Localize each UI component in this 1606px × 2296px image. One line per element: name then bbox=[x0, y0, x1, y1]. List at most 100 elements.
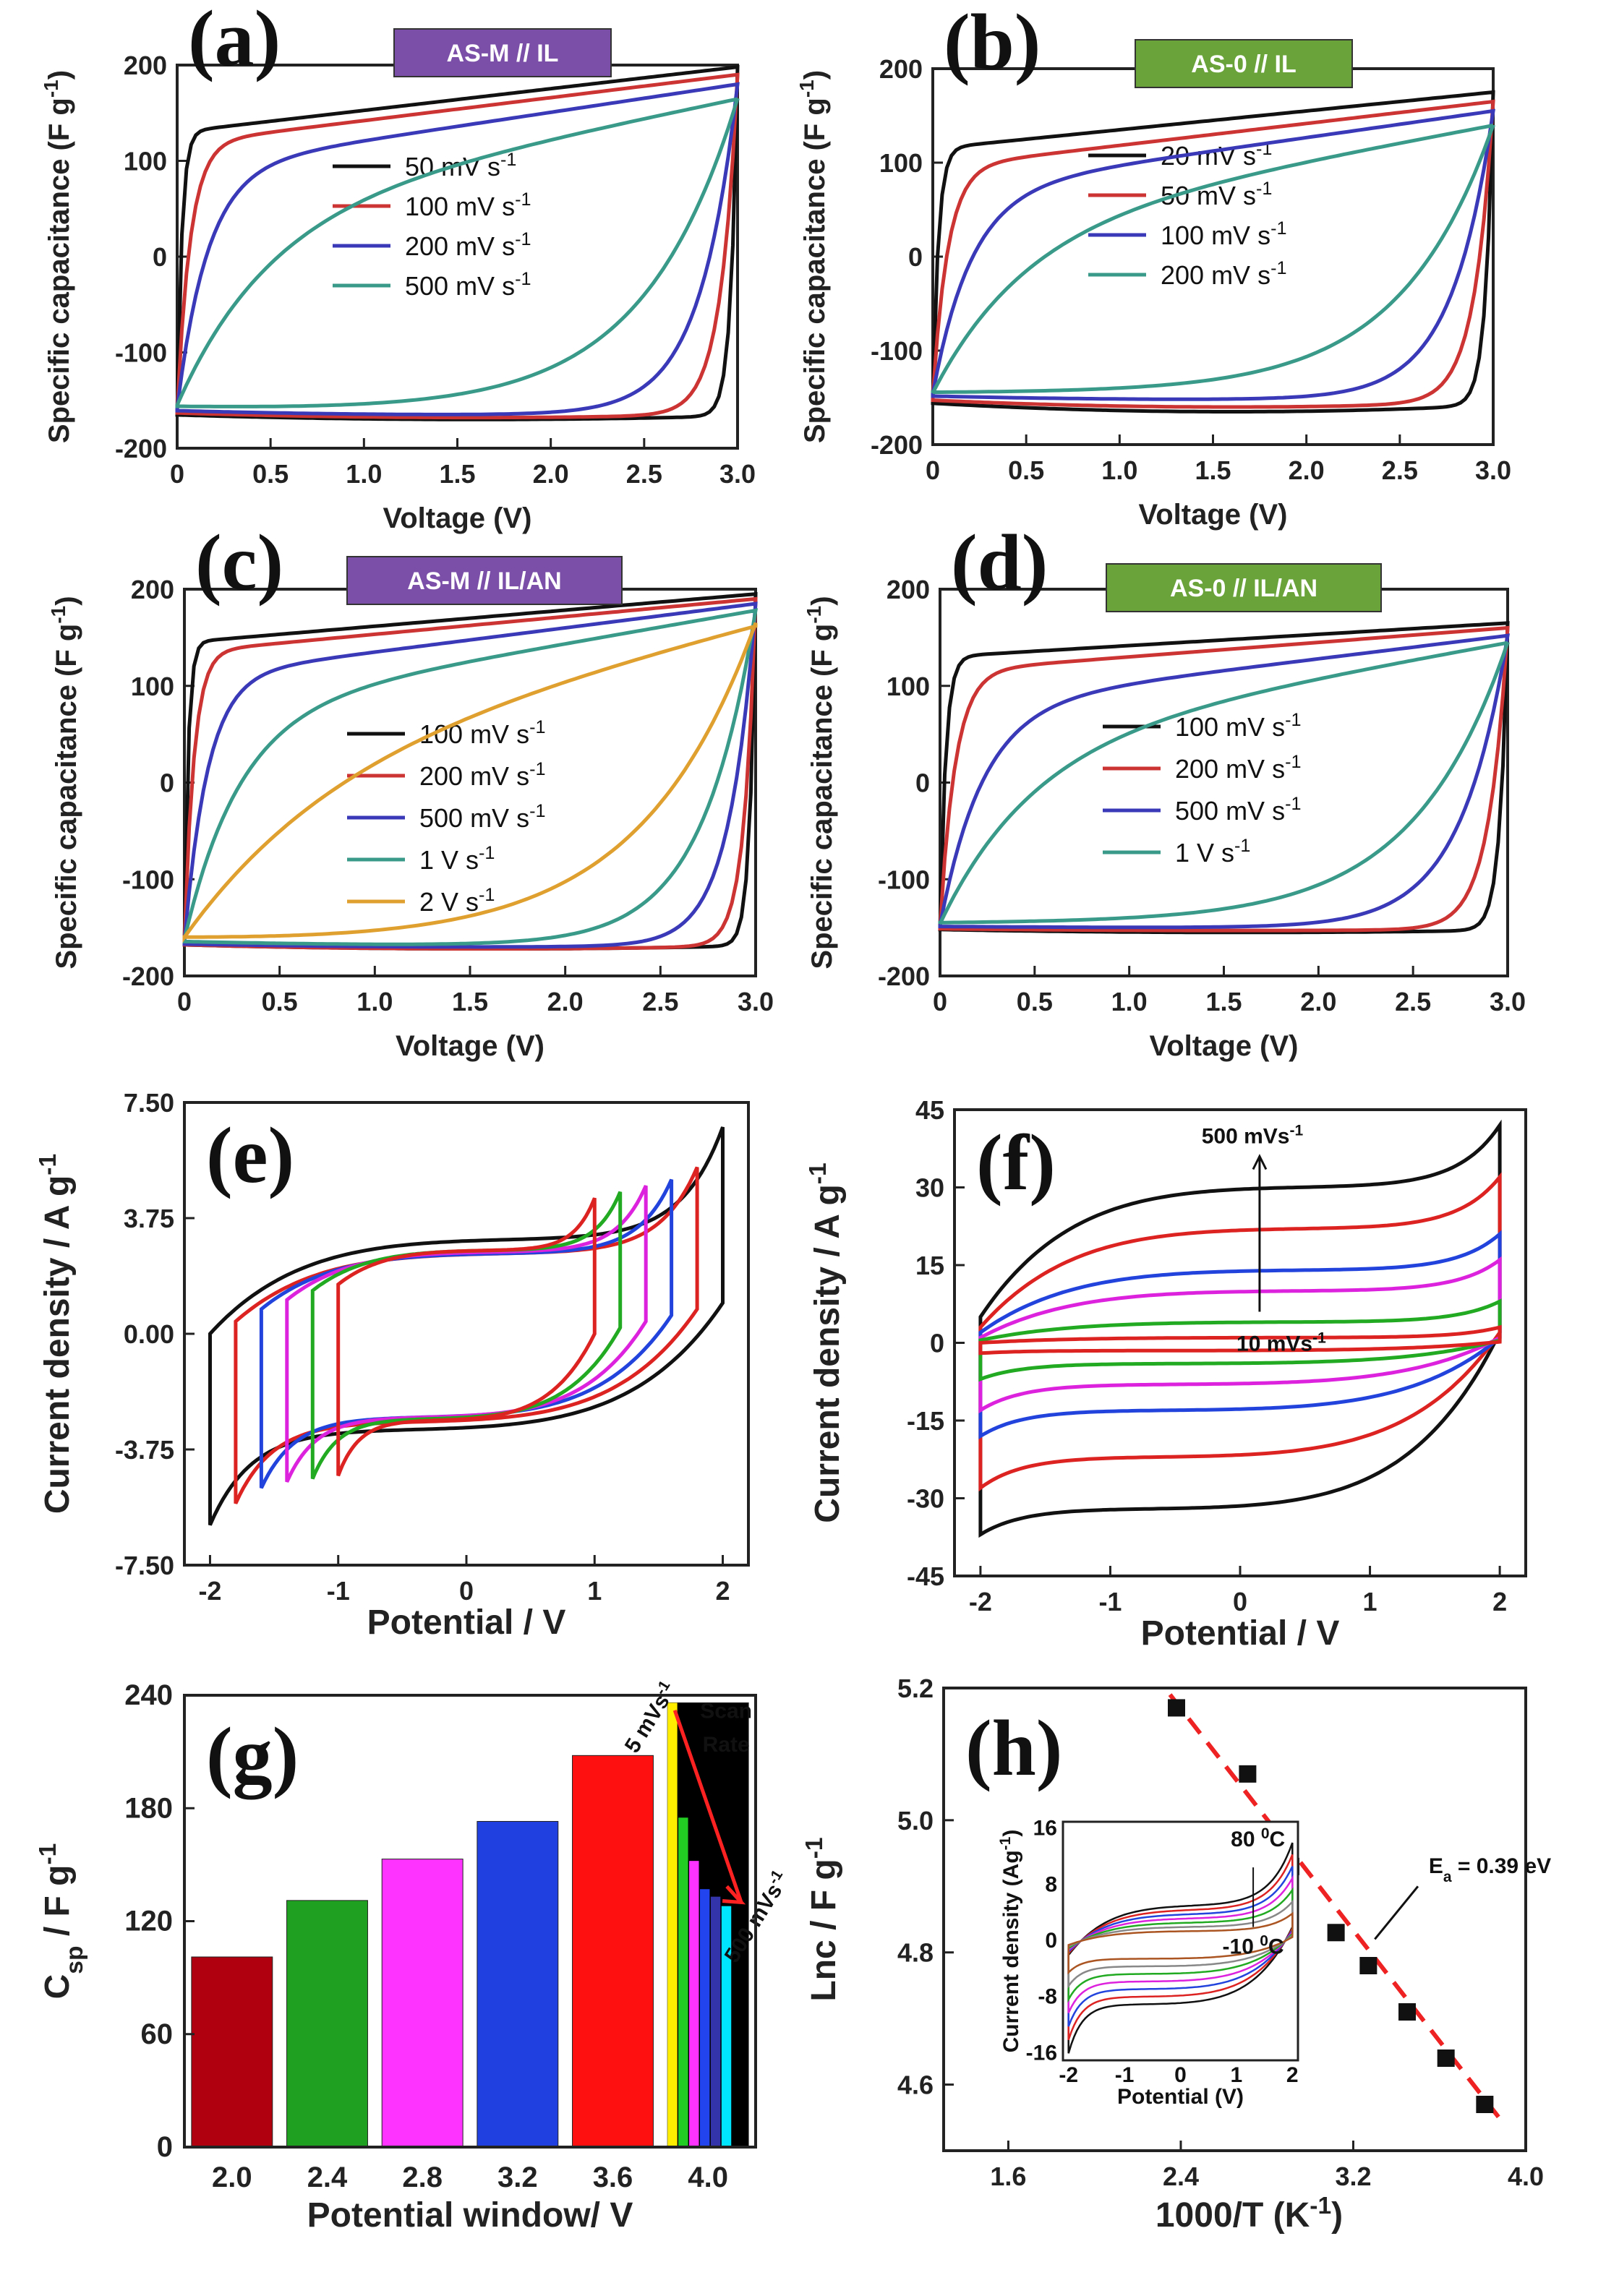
y-tick-label: 180 bbox=[124, 1792, 173, 1824]
y-tick-label: -200 bbox=[878, 961, 930, 991]
y-axis-label: Specific capacitance (F g-1) bbox=[803, 596, 839, 969]
y-axis-label-part: ) bbox=[43, 70, 75, 80]
inset-label-hot: 80 0C bbox=[1231, 1825, 1285, 1851]
data-point bbox=[1359, 1957, 1378, 1974]
y-tick-label: 60 bbox=[141, 2018, 174, 2050]
x-tick-label: 3.0 bbox=[1490, 987, 1526, 1016]
x-tick-label: 2 bbox=[1492, 1587, 1507, 1616]
y-axis-label-part: Specific capacitance (F g bbox=[51, 624, 82, 969]
inset-y-tick-label: -8 bbox=[1038, 1985, 1057, 2009]
y-axis-label-part: -1 bbox=[803, 606, 825, 624]
y-tick-label: 240 bbox=[124, 1679, 173, 1711]
panel-label: (c) bbox=[195, 518, 283, 607]
panel-label: (b) bbox=[944, 0, 1041, 86]
x-tick-label: 2.0 bbox=[547, 987, 584, 1016]
inset-label-cold-part: -10 bbox=[1223, 1935, 1260, 1958]
x-axis-label: 1000/T (K-1) bbox=[1156, 2193, 1343, 2235]
legend-label: 100 mV s-1 bbox=[1175, 710, 1301, 742]
inset-curve bbox=[1067, 1899, 1294, 1989]
y-axis-label-part: -1 bbox=[795, 80, 818, 98]
y-tick-label: 5.2 bbox=[897, 1674, 934, 1703]
inset-y-tick-label: 16 bbox=[1033, 1817, 1057, 1841]
x-tick-label: -2 bbox=[198, 1576, 221, 1606]
y-tick-label: 0.00 bbox=[124, 1319, 174, 1349]
data-point bbox=[1168, 1699, 1185, 1717]
x-tick-label: 2.4 bbox=[307, 2162, 348, 2193]
y-tick-label: 200 bbox=[124, 51, 167, 80]
y-axis-label: Specific capacitance (F g-1) bbox=[40, 70, 76, 443]
inset-curve bbox=[1067, 1887, 1294, 2003]
cv-loop-f-3 bbox=[978, 1256, 1502, 1414]
legend-label-part: 100 mV s bbox=[1175, 712, 1285, 742]
x-tick-label: 3.2 bbox=[1335, 2162, 1371, 2191]
rate-bar bbox=[699, 1889, 710, 2147]
bar-2.8 bbox=[381, 1859, 464, 2148]
legend-label-part: 200 mV s bbox=[419, 761, 529, 791]
x-tick-label: 0 bbox=[926, 455, 940, 485]
y-tick-label: -100 bbox=[878, 865, 930, 894]
legend-label-part: 2 V s bbox=[419, 887, 479, 917]
legend-label-part: -1 bbox=[1270, 218, 1286, 239]
x-axis-label: Voltage (V) bbox=[1139, 499, 1288, 531]
y-tick-label: 7.50 bbox=[124, 1088, 174, 1118]
legend-label-part: -1 bbox=[479, 843, 495, 863]
y-tick-label: 0 bbox=[153, 242, 167, 272]
legend-label-part: -1 bbox=[515, 269, 531, 289]
inset-y-tick-label: -16 bbox=[1026, 2041, 1057, 2065]
y-tick-label: 30 bbox=[915, 1173, 944, 1203]
y-tick-label: 0 bbox=[157, 2131, 173, 2163]
inset-x-tick-label: 1 bbox=[1231, 2063, 1243, 2087]
cv-curve-a-0 bbox=[175, 64, 740, 421]
inset-label-hot-part: C bbox=[1270, 1828, 1286, 1851]
legend-label-part: -1 bbox=[479, 885, 495, 905]
legend-label: 2 V s-1 bbox=[419, 885, 495, 917]
inset-x-tick-label: 0 bbox=[1174, 2063, 1187, 2087]
cv-curve-d-3 bbox=[938, 641, 1510, 925]
bar-2.4 bbox=[286, 1900, 368, 2148]
x-tick-label: 3.6 bbox=[593, 2162, 633, 2193]
y-axis-label-part: / F g bbox=[38, 1865, 77, 1946]
legend-label-part: 200 mV s bbox=[1161, 260, 1270, 290]
data-point bbox=[1327, 1924, 1345, 1942]
y-tick-label: -100 bbox=[122, 865, 174, 894]
y-tick-label: 200 bbox=[887, 575, 930, 604]
y-tick-label: 100 bbox=[879, 148, 923, 178]
y-tick-label: -200 bbox=[115, 434, 167, 463]
legend-label-part: 500 mV s bbox=[419, 803, 529, 833]
inset-curve bbox=[1067, 1866, 1294, 2027]
legend-label-part: -1 bbox=[529, 717, 545, 737]
panel-label: (a) bbox=[188, 0, 281, 82]
legend-label-part: 1 V s bbox=[419, 845, 479, 875]
x-tick-label: 3.0 bbox=[719, 459, 756, 489]
panel-h: 4.64.85.05.21.6 2.4 3.2 4.0Ea = 0.39 eV1000… bbox=[801, 1674, 1552, 2235]
x-tick-label: 1 bbox=[587, 1576, 602, 1606]
y-tick-label: -30 bbox=[907, 1484, 944, 1514]
rate-bar bbox=[710, 1896, 721, 2147]
legend-label-part: 200 mV s bbox=[405, 231, 515, 261]
x-tick-label: 1.0 bbox=[1101, 455, 1137, 485]
y-tick-label: 45 bbox=[915, 1095, 944, 1125]
annotation-top-part: 500 mVs bbox=[1202, 1125, 1290, 1149]
x-tick-label: 1.5 bbox=[1195, 455, 1231, 485]
y-tick-label: 15 bbox=[915, 1251, 944, 1280]
panel-e: -7.50 -3.75 0.00 3.75 7.50 -2 -1 0 1 2 Potential /… bbox=[35, 1088, 750, 1642]
rate-arrow bbox=[672, 1710, 743, 1903]
y-axis-label-part: -1 bbox=[805, 1162, 832, 1184]
x-tick-label: 1.0 bbox=[346, 459, 382, 489]
x-tick-label: 2.5 bbox=[626, 459, 662, 489]
panel-label: (f) bbox=[976, 1118, 1056, 1207]
cv-loop-f-2 bbox=[978, 1230, 1502, 1439]
y-tick-label: 4.8 bbox=[897, 1938, 934, 1968]
y-axis-label-part: ) bbox=[799, 70, 831, 80]
x-tick-label: 1.5 bbox=[452, 987, 488, 1016]
legend-label: 100 mV s-1 bbox=[419, 717, 545, 749]
y-tick-label: -3.75 bbox=[115, 1435, 174, 1465]
cv-loop-f-4 bbox=[978, 1298, 1502, 1382]
annotation-bottom-part: -1 bbox=[1312, 1329, 1326, 1346]
x-axis-label: Voltage (V) bbox=[383, 502, 532, 534]
x-tick-label: 0 bbox=[459, 1576, 474, 1606]
inset-curve bbox=[1067, 1842, 1294, 2054]
x-tick-label: 2 bbox=[716, 1576, 730, 1606]
legend-label-part: -1 bbox=[1285, 794, 1301, 814]
